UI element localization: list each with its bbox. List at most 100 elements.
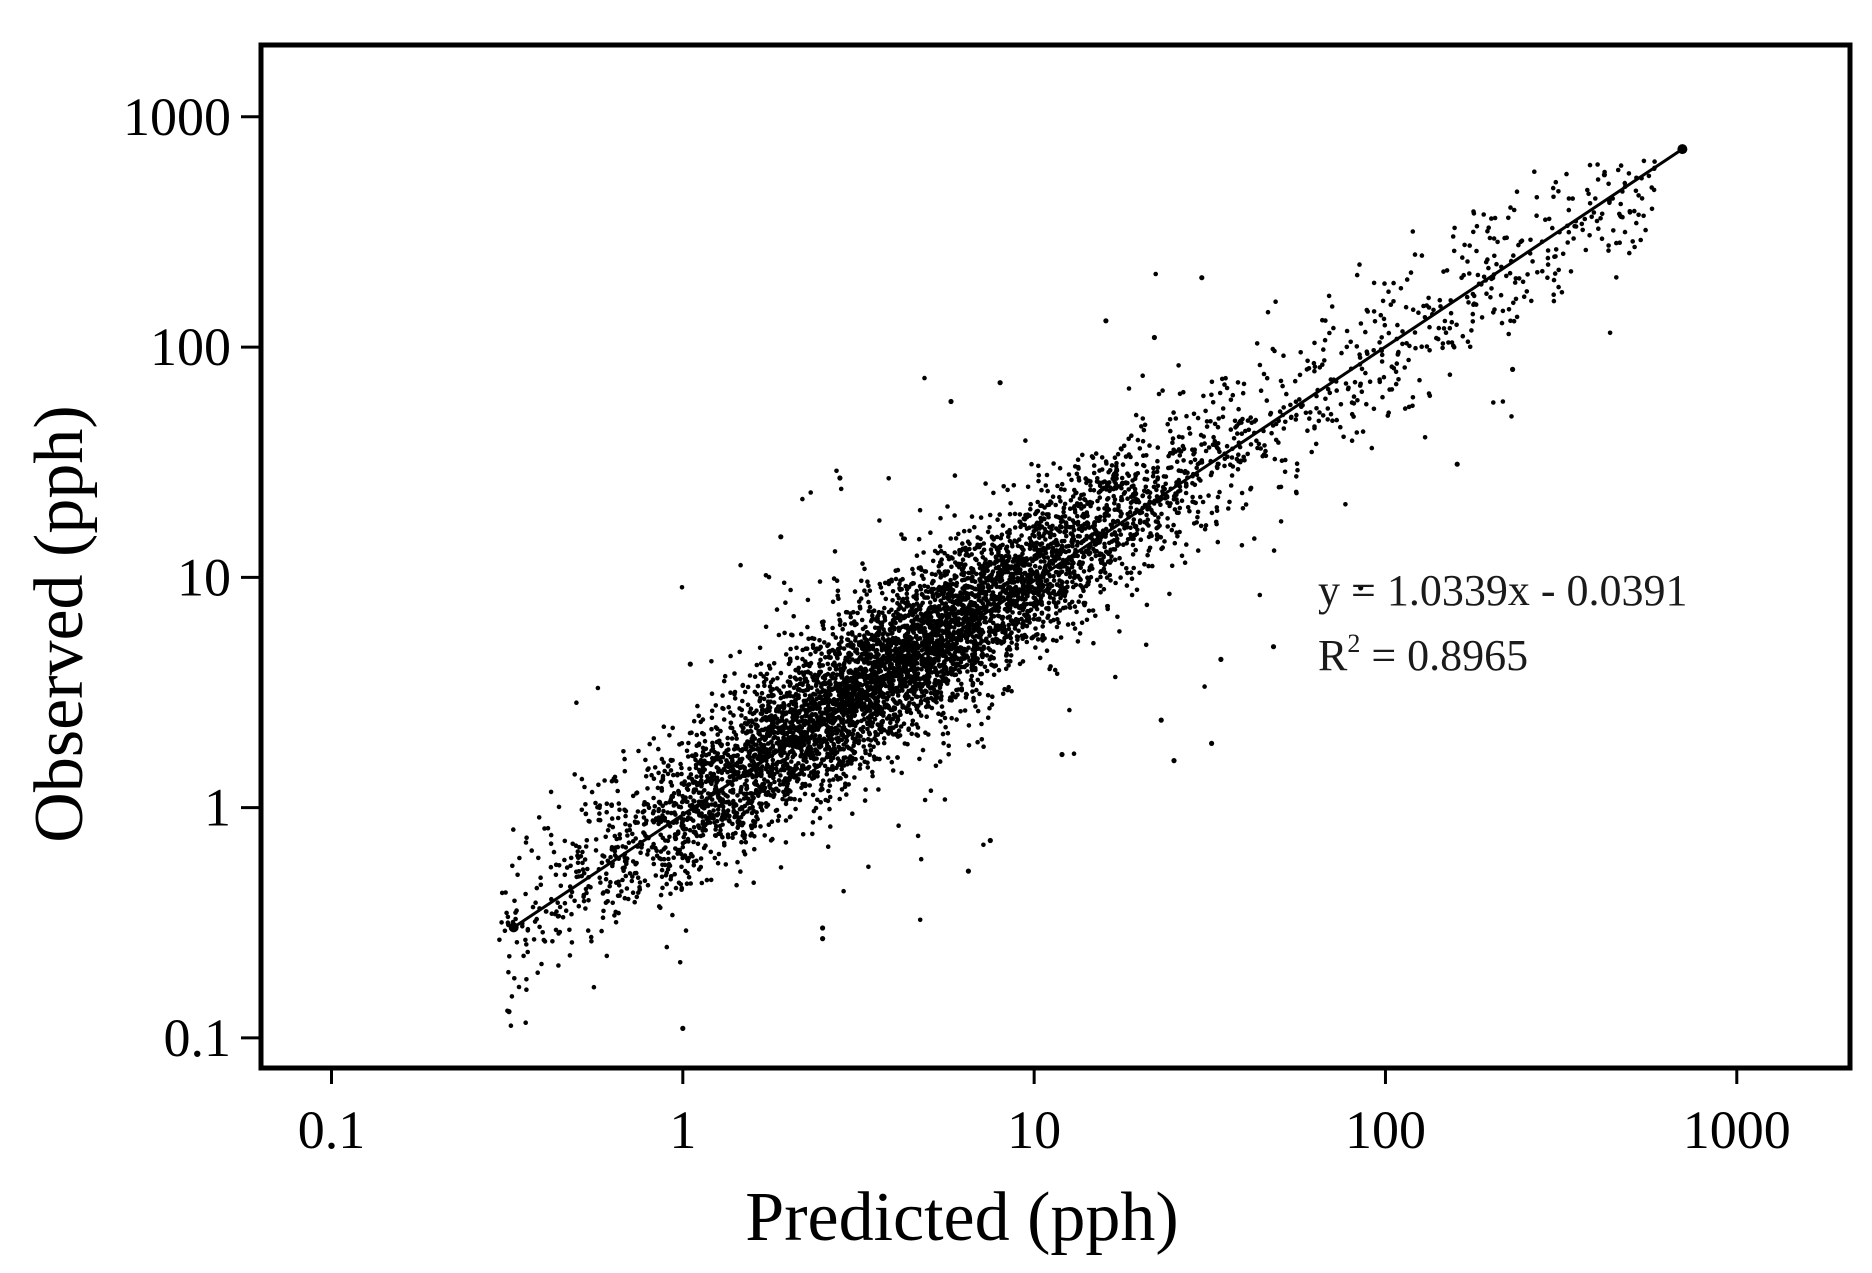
data-point (1214, 521, 1219, 527)
data-point (718, 827, 723, 833)
data-point (1177, 453, 1183, 458)
data-point (755, 756, 760, 761)
data-point (974, 571, 979, 577)
data-point (1012, 511, 1018, 517)
data-point (1035, 508, 1041, 514)
data-point (684, 748, 690, 754)
data-point (1292, 378, 1298, 384)
data-point (1566, 229, 1572, 235)
data-point (678, 851, 684, 857)
data-point (1175, 534, 1180, 539)
data-point (1072, 626, 1078, 631)
data-point (737, 798, 743, 803)
data-point (1230, 464, 1236, 469)
data-point (1033, 626, 1038, 631)
data-point (1214, 445, 1220, 451)
data-point (1320, 413, 1326, 418)
data-point (1470, 311, 1476, 317)
data-point (814, 713, 819, 718)
data-point (966, 723, 972, 728)
data-point (1142, 562, 1147, 567)
data-point (1140, 527, 1145, 532)
data-point (1025, 484, 1031, 490)
data-point (684, 786, 690, 791)
data-point (922, 583, 927, 589)
data-point (514, 940, 520, 945)
data-point (1179, 553, 1185, 559)
data-point (1460, 333, 1466, 339)
data-point (776, 813, 782, 819)
data-point (735, 859, 740, 865)
data-point (965, 539, 971, 544)
data-point (1051, 573, 1056, 579)
data-point (1174, 510, 1180, 515)
data-point (971, 695, 976, 701)
data-point (757, 645, 763, 651)
data-point (1459, 275, 1464, 281)
data-point (1209, 510, 1215, 516)
data-point (946, 752, 951, 757)
data-point (773, 808, 779, 813)
data-point (677, 960, 683, 965)
data-point (679, 765, 684, 771)
data-point (686, 874, 692, 880)
data-point (827, 783, 833, 788)
data-point (1419, 344, 1424, 350)
data-point (630, 831, 635, 837)
data-point (861, 744, 866, 749)
data-point (1045, 543, 1051, 548)
data-point (818, 761, 824, 766)
data-point (753, 717, 759, 722)
data-point (730, 831, 736, 837)
data-point (1210, 442, 1216, 448)
data-point (1638, 237, 1643, 243)
data-point (702, 758, 707, 764)
data-point (825, 661, 831, 667)
data-point (642, 831, 647, 836)
data-point (600, 891, 606, 896)
data-point (900, 596, 906, 602)
data-point (1042, 516, 1047, 522)
data-point (665, 838, 671, 844)
data-point (742, 689, 748, 695)
data-point (784, 798, 789, 803)
data-point (965, 610, 971, 616)
data-point (973, 667, 978, 673)
data-point (679, 885, 685, 891)
data-point (1038, 595, 1044, 601)
data-point (698, 864, 704, 870)
data-point (1175, 500, 1180, 505)
data-point (1351, 414, 1356, 419)
data-point (785, 755, 790, 761)
data-point (1116, 503, 1121, 508)
data-point (797, 797, 803, 803)
data-point (897, 625, 903, 631)
data-point (517, 855, 522, 861)
data-point (1069, 477, 1074, 483)
data-point (629, 878, 635, 884)
data-point (1632, 208, 1637, 214)
data-point (882, 605, 887, 611)
data-point (881, 736, 887, 741)
data-point (1057, 523, 1063, 529)
data-point (819, 782, 824, 787)
data-point (1382, 322, 1388, 328)
data-point (766, 574, 772, 580)
data-point (1142, 463, 1147, 469)
data-point (1052, 667, 1058, 673)
data-point (1284, 391, 1289, 397)
data-point (1037, 565, 1043, 570)
data-point (1509, 414, 1514, 419)
data-point (673, 812, 678, 817)
data-point (1039, 487, 1044, 493)
data-point (703, 827, 708, 833)
data-point (974, 687, 979, 693)
data-point (1545, 275, 1550, 281)
data-point (814, 646, 820, 651)
data-point (1022, 563, 1027, 568)
data-point (818, 657, 823, 663)
data-point (1268, 412, 1273, 417)
data-point (861, 737, 867, 743)
data-point (1176, 447, 1182, 452)
data-point (748, 706, 754, 711)
